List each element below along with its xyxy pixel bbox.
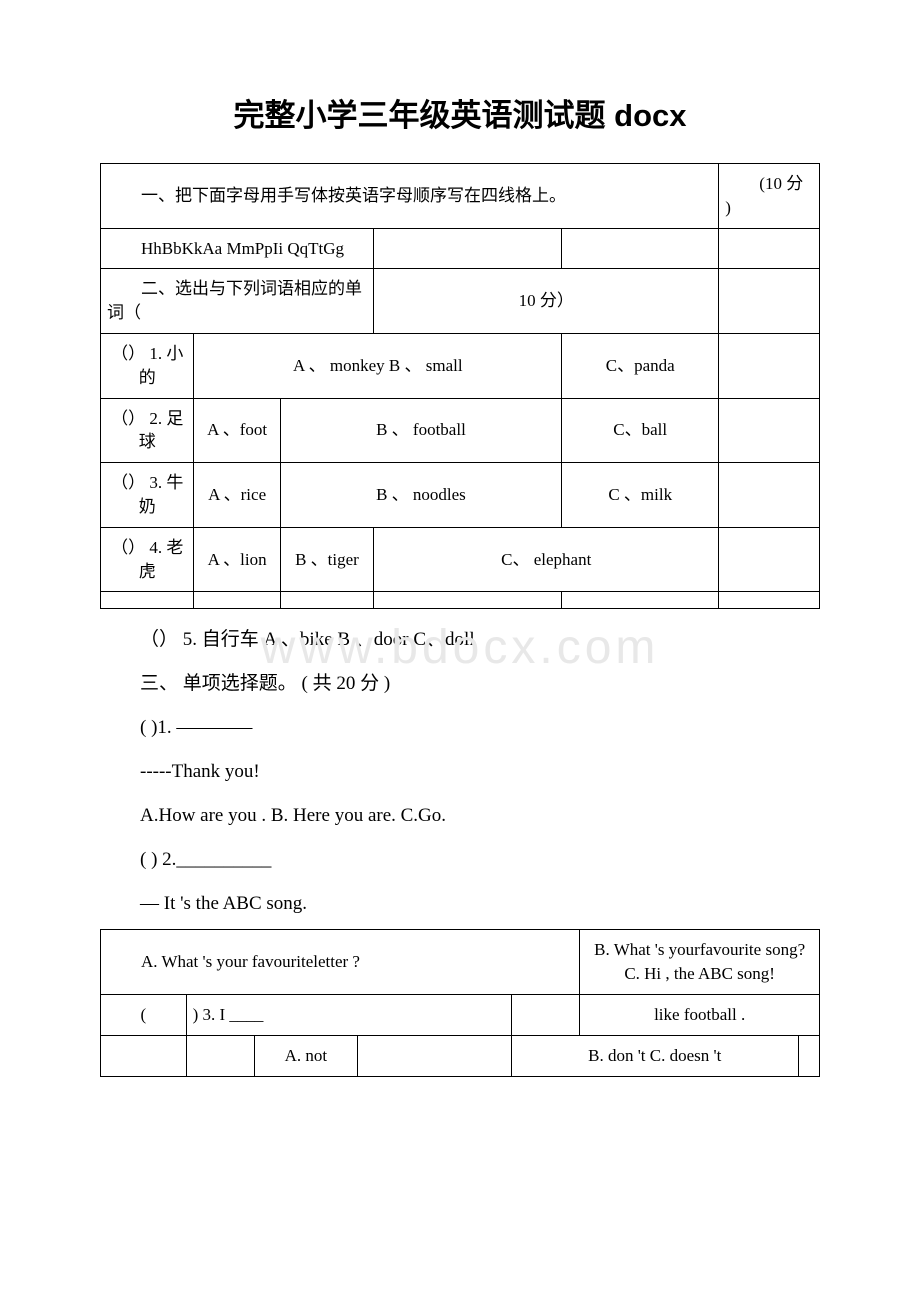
q4-option-a: A 、lion	[194, 527, 280, 592]
section1-points: (10 分 )	[725, 172, 813, 220]
section2-points: 10 分）	[374, 269, 719, 334]
q3-option-a: A 、rice	[194, 463, 280, 528]
s3-q2-stem: ( ) 2.__________	[140, 841, 820, 879]
letters-list: HhBbKkAa MmPpIi QqTtGg	[107, 237, 367, 261]
questions-table-1: 一、把下面字母用手写体按英语字母顺序写在四线格上。 (10 分 ) HhBbKk…	[100, 163, 820, 609]
q1-option-c: C、panda	[562, 333, 719, 398]
q3-option-b: B 、 noodles	[280, 463, 561, 528]
s3-q3-option-a: A. not	[255, 1035, 358, 1076]
q3-stem: （） 3. 牛奶	[107, 471, 187, 519]
q5-line: （） 5. 自行车 A 、bike B 、door C、doll	[140, 621, 820, 659]
s3-q3-stem: ) 3. I ____	[186, 994, 511, 1035]
q4-option-b: B 、tiger	[280, 527, 373, 592]
q3-option-c: C 、milk	[562, 463, 719, 528]
page-title: 完整小学三年级英语测试题 docx	[100, 90, 820, 135]
q2-option-b: B 、 football	[280, 398, 561, 463]
s3-q3-options-bc: B. don 't C. doesn 't	[511, 1035, 798, 1076]
s3-q3-tail: like football .	[580, 994, 820, 1035]
s3-q3-paren: (	[101, 994, 187, 1035]
q2-option-c: C、ball	[562, 398, 719, 463]
q2-stem: （） 2. 足球	[107, 407, 187, 455]
section3-header: 三、 单项选择题。 ( 共 20 分 )	[140, 665, 820, 703]
questions-table-2: A. What 's your favouriteletter ? B. Wha…	[100, 929, 820, 1076]
s3-q1-options: A.How are you . B. Here you are. C.Go.	[140, 797, 820, 835]
s3-q1-response: -----Thank you!	[140, 753, 820, 791]
q4-option-c: C、 elephant	[374, 527, 719, 592]
q4-stem: （） 4. 老虎	[107, 536, 187, 584]
s3-q2-options-bc: B. What 's yourfavourite song? C. Hi , t…	[580, 930, 820, 995]
s3-q1-stem: ( )1. ————	[140, 709, 820, 747]
q1-options-ab: A 、 monkey B 、 small	[194, 333, 562, 398]
section2-header: 二、选出与下列词语相应的单词（	[107, 277, 367, 325]
q1-stem: （） 1. 小的	[107, 342, 187, 390]
section1-header: 一、把下面字母用手写体按英语字母顺序写在四线格上。	[107, 184, 712, 208]
s3-q2-option-a: A. What 's your favouriteletter ?	[107, 950, 573, 974]
q2-option-a: A 、foot	[194, 398, 280, 463]
s3-q2-response: — It 's the ABC song.	[140, 885, 820, 923]
